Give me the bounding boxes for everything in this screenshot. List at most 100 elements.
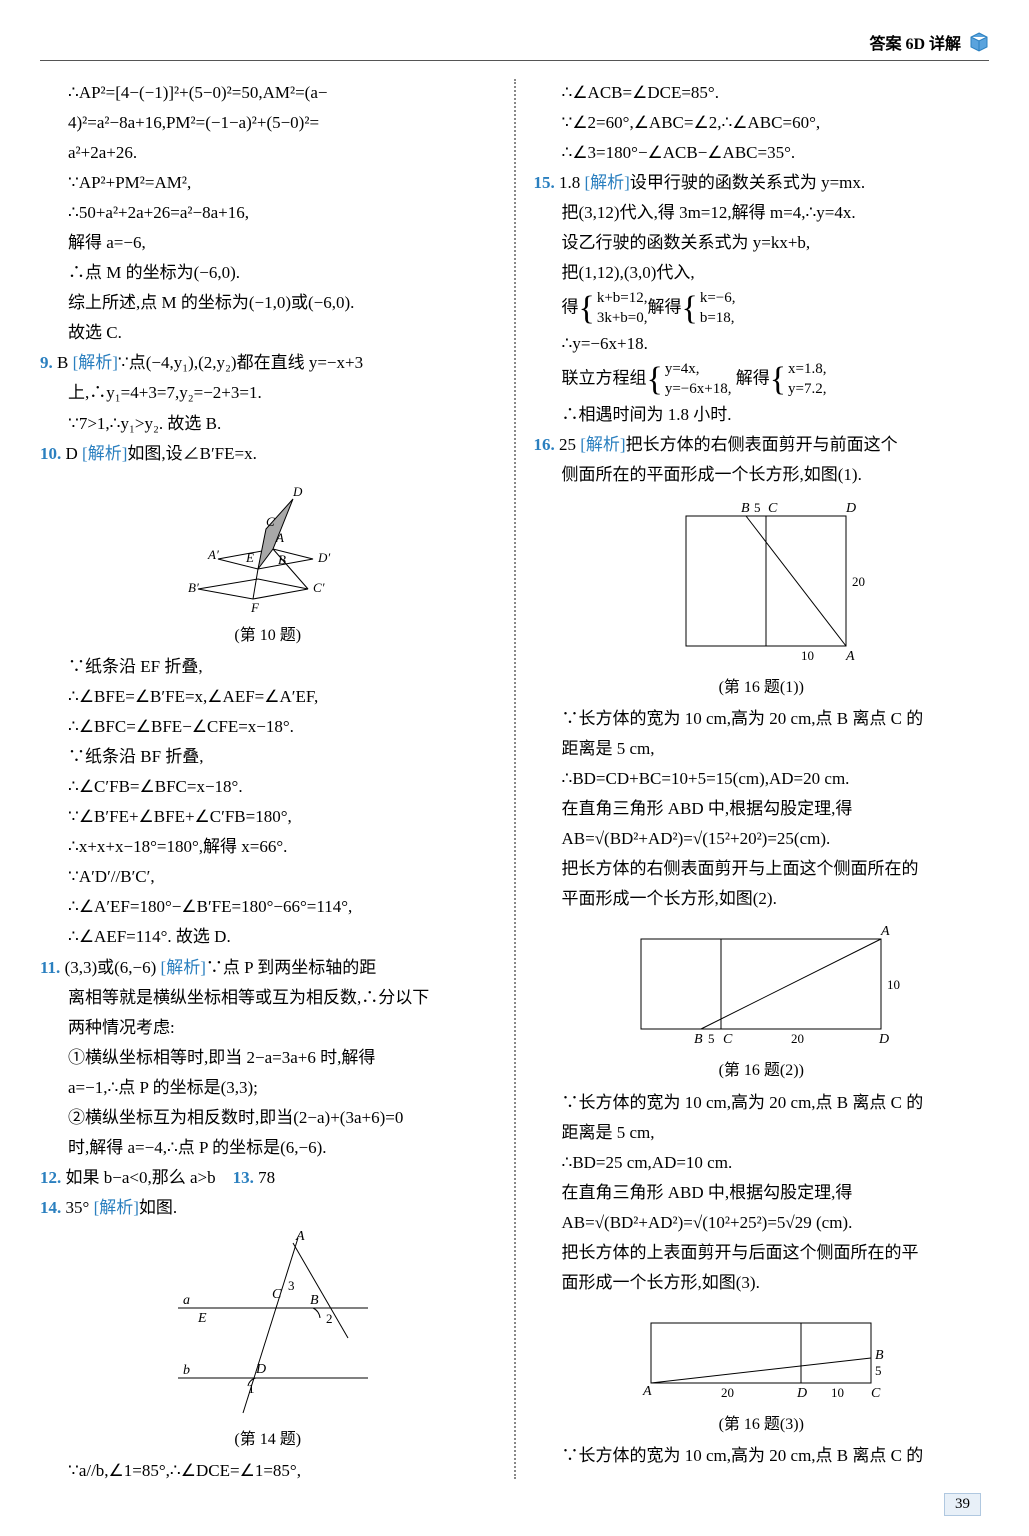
svg-text:A: A: [295, 1229, 305, 1244]
q15-line: 15. 1.8 [解析]设甲行驶的函数关系式为 y=mx.: [534, 169, 990, 197]
text: a=−1,∴点 P 的坐标是(3,3);: [40, 1074, 496, 1102]
brace-line: 联立方程组y=4x,y=−6x+18, 解得x=1.8,y=7.2,: [534, 360, 990, 399]
q-ans: 1.8: [559, 173, 580, 192]
eq: y=7.2,: [788, 380, 826, 400]
svg-text:a: a: [183, 1293, 190, 1308]
svg-text:5: 5: [875, 1363, 882, 1378]
eq: y=−6x+18,: [665, 380, 732, 400]
text: a²+2a+26.: [40, 139, 496, 167]
text: 距离是 5 cm,: [534, 735, 990, 763]
svg-text:B: B: [694, 1032, 703, 1047]
left-column: ∴AP²=[4−(−1)]²+(5−0)²=50,AM²=(a− 4)²=a²−…: [40, 79, 496, 1479]
text: ∴50+a²+2a+26=a²−8a+16,: [40, 199, 496, 227]
svg-text:20: 20: [852, 574, 865, 589]
svg-text:D′: D′: [317, 550, 330, 565]
q-num: 15.: [534, 173, 555, 192]
analysis-tag: [解析]: [580, 435, 625, 454]
text: 如果 b−a<0,那么 a>b: [66, 1168, 216, 1187]
figure-16-1: B 5 C D 20 A 10 (第 16 题(1)): [534, 496, 990, 701]
text: 综上所述,点 M 的坐标为(−1,0)或(−6,0).: [40, 289, 496, 317]
q-num: 11.: [40, 958, 60, 977]
brace-line: 得k+b=12,3k+b=0,解得k=−6,b=18,: [534, 289, 990, 328]
figure-caption: (第 10 题): [40, 623, 496, 649]
text: ∴BD=CD+BC=10+5=15(cm),AD=20 cm.: [534, 765, 990, 793]
text: ∴相遇时间为 1.8 小时.: [534, 401, 990, 429]
text: ②横纵坐标互为相反数时,即当(2−a)+(3a+6)=0: [40, 1104, 496, 1132]
q-ans: (3,3)或(6,−6): [65, 958, 157, 977]
text: ∵AP²+PM²=AM²,: [40, 169, 496, 197]
svg-text:C: C: [768, 501, 778, 516]
text: ∵A′D′//B′C′,: [40, 863, 496, 891]
q14-line: 14. 35° [解析]如图.: [40, 1194, 496, 1222]
text: ∴∠ACB=∠DCE=85°.: [534, 79, 990, 107]
eq: k+b=12,: [597, 289, 648, 309]
svg-text:B: B: [278, 552, 286, 567]
svg-text:C′: C′: [313, 580, 325, 595]
svg-text:20: 20: [721, 1385, 734, 1400]
text: ∵点(−4,y₁),(2,y₂)都在直线 y=−x+3: [118, 353, 363, 372]
svg-text:2: 2: [326, 1311, 333, 1326]
text: ∵长方体的宽为 10 cm,高为 20 cm,点 B 离点 C 的: [534, 1442, 990, 1470]
svg-text:C: C: [266, 514, 275, 529]
figure-caption: (第 16 题(1)): [534, 675, 990, 701]
text: 解得: [648, 298, 682, 317]
svg-text:E: E: [197, 1311, 207, 1326]
svg-text:D: D: [292, 484, 303, 499]
svg-text:5: 5: [754, 500, 761, 515]
cube-icon: [969, 32, 989, 52]
figure-caption: (第 16 题(2)): [534, 1058, 990, 1084]
text: 故选 C.: [40, 319, 496, 347]
text: ∴点 M 的坐标为(−6,0).: [40, 259, 496, 287]
analysis-tag: [解析]: [94, 1198, 139, 1217]
figure-14: A a E C 3 B 2 b D 1 (第 14 题): [40, 1228, 496, 1453]
header-title: 答案 6D 详解: [869, 30, 961, 54]
text: ∴x+x+x−18°=180°,解得 x=66°.: [40, 833, 496, 861]
text: ①横纵坐标相等时,即当 2−a=3a+6 时,解得: [40, 1044, 496, 1072]
eq: y=4x,: [665, 360, 732, 380]
text: ∴∠BFE=∠B′FE=x,∠AEF=∠A′EF,: [40, 683, 496, 711]
svg-text:5: 5: [708, 1031, 715, 1046]
column-divider: [514, 79, 516, 1479]
text: ∴∠C′FB=∠BFC=x−18°.: [40, 773, 496, 801]
svg-text:3: 3: [288, 1278, 295, 1293]
text: ∵点 P 到两坐标轴的距: [206, 958, 376, 977]
svg-text:20: 20: [791, 1031, 804, 1046]
text: ∴∠3=180°−∠ACB−∠ABC=35°.: [534, 139, 990, 167]
q-num: 12.: [40, 1168, 61, 1187]
svg-text:C: C: [272, 1287, 282, 1302]
text: ∴∠A′EF=180°−∠B′FE=180°−66°=114°,: [40, 893, 496, 921]
text: ∴y=−6x+18.: [534, 330, 990, 358]
eq: k=−6,: [700, 289, 736, 309]
svg-text:10: 10: [831, 1385, 844, 1400]
content-columns: ∴AP²=[4−(−1)]²+(5−0)²=50,AM²=(a− 4)²=a²−…: [40, 79, 989, 1479]
text: ∵纸条沿 BF 折叠,: [40, 743, 496, 771]
q9-line: 9. B [解析]∵点(−4,y₁),(2,y₂)都在直线 y=−x+3: [40, 349, 496, 377]
text: ∵7>1,∴y₁>y₂. 故选 B.: [40, 410, 496, 438]
eq: x=1.8,: [788, 360, 826, 380]
text: 上,∴y₁=4+3=7,y₂=−2+3=1.: [40, 379, 496, 407]
figure-10: D C A A′ E B D′ B′ F C′ (第 10 题): [40, 474, 496, 649]
svg-text:A′: A′: [207, 547, 219, 562]
svg-text:D: D: [796, 1386, 807, 1401]
q-ans: 35°: [66, 1198, 90, 1217]
analysis-tag: [解析]: [73, 353, 118, 372]
text: 距离是 5 cm,: [534, 1119, 990, 1147]
figure-16-3: A 20 D 10 C B 5 (第 16 题(3)): [534, 1303, 990, 1438]
text: 把长方体的右侧表面剪开与上面这个侧面所在的: [534, 855, 990, 883]
text: ∴BD=25 cm,AD=10 cm.: [534, 1149, 990, 1177]
text: ∵长方体的宽为 10 cm,高为 20 cm,点 B 离点 C 的: [534, 705, 990, 733]
text: 把长方体的右侧表面剪开与前面这个: [626, 435, 898, 454]
svg-text:C: C: [871, 1386, 881, 1401]
page-number: 39: [944, 1493, 981, 1516]
text: AB=√(BD²+AD²)=√(10²+25²)=5√29 (cm).: [534, 1209, 990, 1237]
text: 设乙行驶的函数关系式为 y=kx+b,: [534, 229, 990, 257]
text: 时,解得 a=−4,∴点 P 的坐标是(6,−6).: [40, 1134, 496, 1162]
svg-text:B: B: [875, 1348, 884, 1363]
figure-caption: (第 14 题): [40, 1427, 496, 1453]
text: ∴AP²=[4−(−1)]²+(5−0)²=50,AM²=(a−: [40, 79, 496, 107]
q16-line: 16. 25 [解析]把长方体的右侧表面剪开与前面这个: [534, 431, 990, 459]
q-num: 14.: [40, 1198, 61, 1217]
text: 面形成一个长方形,如图(3).: [534, 1269, 990, 1297]
svg-text:A: A: [880, 924, 890, 939]
q-num: 9.: [40, 353, 53, 372]
